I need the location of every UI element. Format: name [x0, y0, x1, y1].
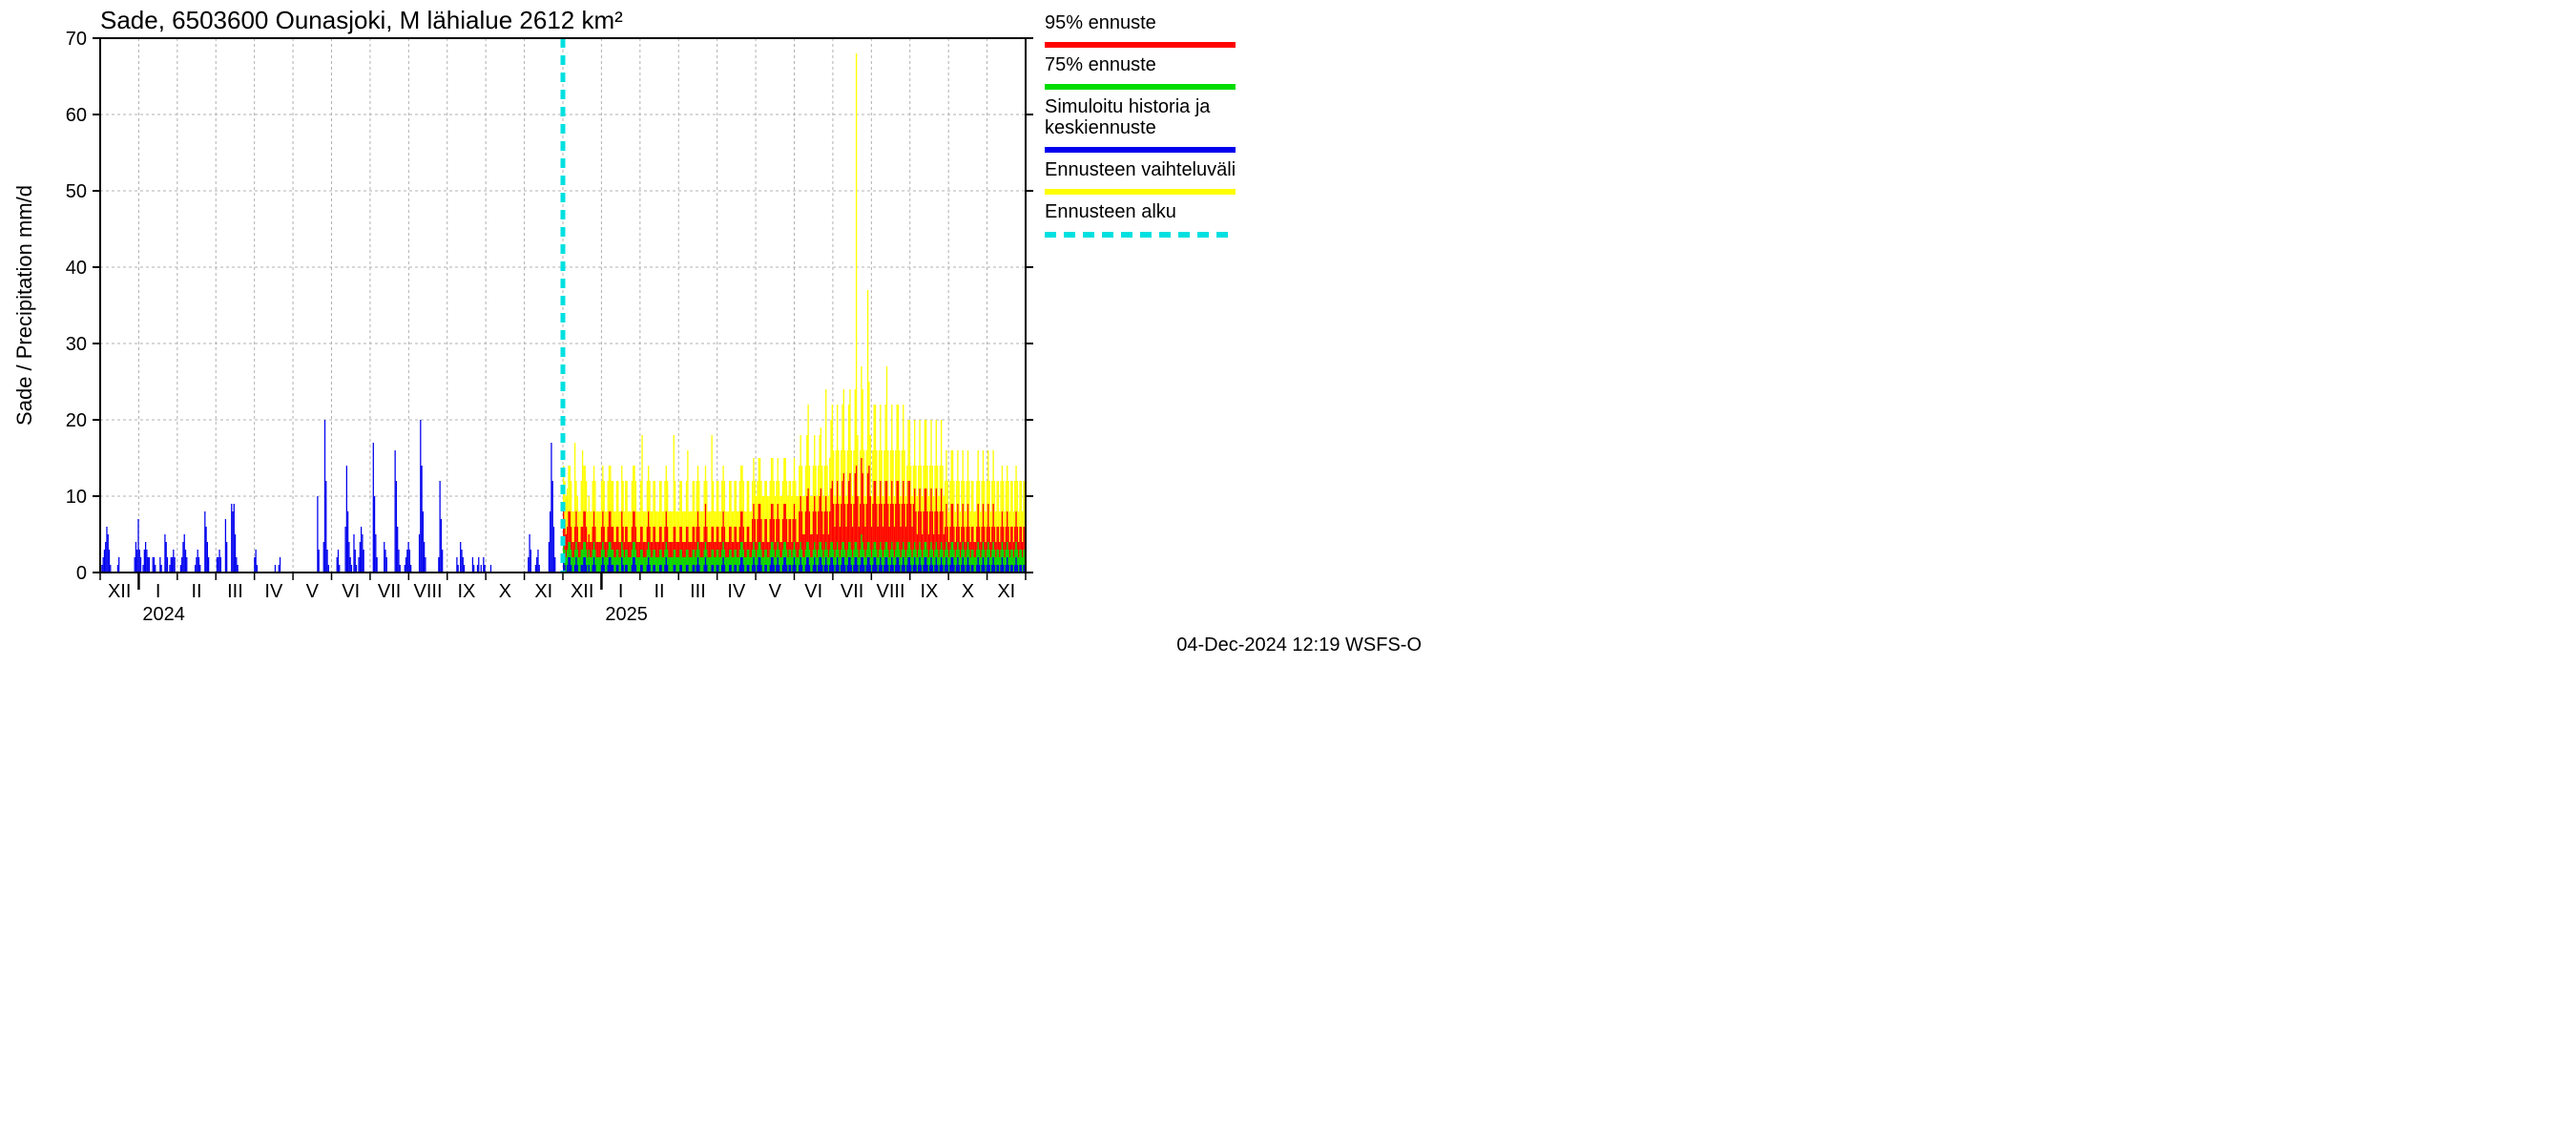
legend-label: 95% ennuste	[1045, 12, 1156, 33]
legend-label: 75% ennuste	[1045, 54, 1156, 75]
x-month-label: I	[156, 581, 161, 602]
x-month-label: XI	[534, 581, 552, 602]
legend-label: Ennusteen alku	[1045, 201, 1176, 222]
x-month-label: I	[618, 581, 624, 602]
legend-label: Ennusteen vaihteluväli	[1045, 159, 1236, 180]
x-month-label: XII	[571, 581, 593, 602]
x-month-label: VII	[378, 581, 401, 602]
legend-swatch	[1045, 147, 1236, 153]
y-tick-label: 0	[76, 563, 87, 584]
legend-label: keskiennuste	[1045, 117, 1156, 138]
x-month-label: II	[654, 581, 664, 602]
x-year-label: 2024	[142, 604, 185, 625]
y-tick-label: 30	[66, 334, 87, 355]
x-month-label: VII	[841, 581, 863, 602]
x-month-label: IX	[458, 581, 476, 602]
x-month-label: XII	[108, 581, 131, 602]
y-tick-label: 60	[66, 105, 87, 126]
x-month-label: XI	[997, 581, 1015, 602]
legend-swatch	[1045, 189, 1236, 195]
y-tick-label: 70	[66, 29, 87, 50]
x-month-label: VIII	[414, 581, 443, 602]
x-month-label: VI	[804, 581, 822, 602]
y-tick-label: 40	[66, 258, 87, 279]
x-month-label: X	[499, 581, 511, 602]
x-month-label: IX	[921, 581, 939, 602]
chart-title: Sade, 6503600 Ounasjoki, M lähialue 2612…	[100, 6, 623, 34]
footer-timestamp: 04-Dec-2024 12:19 WSFS-O	[1176, 635, 1422, 656]
chart-svg: 010203040506070XIIIIIIIIIVVVIVIIVIIIIXXX…	[0, 0, 1431, 668]
x-month-label: III	[227, 581, 243, 602]
y-tick-label: 10	[66, 487, 87, 508]
y-axis-label: Sade / Precipitation mm/d	[12, 185, 36, 426]
x-month-label: IV	[264, 581, 283, 602]
y-tick-label: 20	[66, 410, 87, 431]
x-month-label: VIII	[877, 581, 905, 602]
x-month-label: II	[191, 581, 201, 602]
legend-swatch	[1045, 84, 1236, 90]
x-month-label: VI	[342, 581, 360, 602]
legend-swatch	[1045, 42, 1236, 48]
legend-label: Simuloitu historia ja	[1045, 96, 1211, 117]
x-month-label: III	[690, 581, 706, 602]
x-month-label: X	[962, 581, 974, 602]
x-month-label: V	[769, 581, 782, 602]
y-tick-label: 50	[66, 181, 87, 202]
x-month-label: IV	[727, 581, 746, 602]
x-month-label: V	[306, 581, 320, 602]
x-year-label: 2025	[605, 604, 648, 625]
precipitation-chart: 010203040506070XIIIIIIIIIVVVIVIIVIIIIXXX…	[0, 0, 1431, 668]
